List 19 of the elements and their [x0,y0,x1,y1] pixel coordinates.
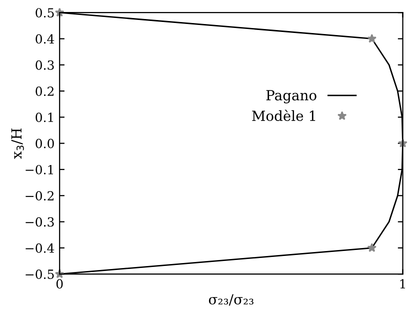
y-axis-title: x$_{3}$/H [11,128,24,159]
y-tick-label: −0.4 [26,243,54,253]
x-axis-title: σ₂₃/σ₂₃ [208,294,254,306]
y-tick-label: −0.1 [26,164,53,174]
x-tick-label: 1 [400,279,405,288]
y-tick-label: 0.5 [36,8,54,18]
y-tick-label: 0.2 [36,86,54,96]
y-tick-label: 0.1 [36,112,53,122]
point [367,34,377,43]
y-tick-label: 0.0 [36,138,54,148]
y-tick-label: 0.4 [36,34,54,44]
y-tick-label: 0.3 [36,60,54,70]
y-tick-label: −0.5 [26,270,54,279]
y-tick-label: −0.3 [26,217,54,227]
legend-label: Modèle 1 [252,110,316,122]
point [367,243,377,252]
y-tick-label: −0.2 [26,191,54,201]
legend-label: Pagano [266,90,316,104]
x-tick-label: 0 [56,279,63,289]
